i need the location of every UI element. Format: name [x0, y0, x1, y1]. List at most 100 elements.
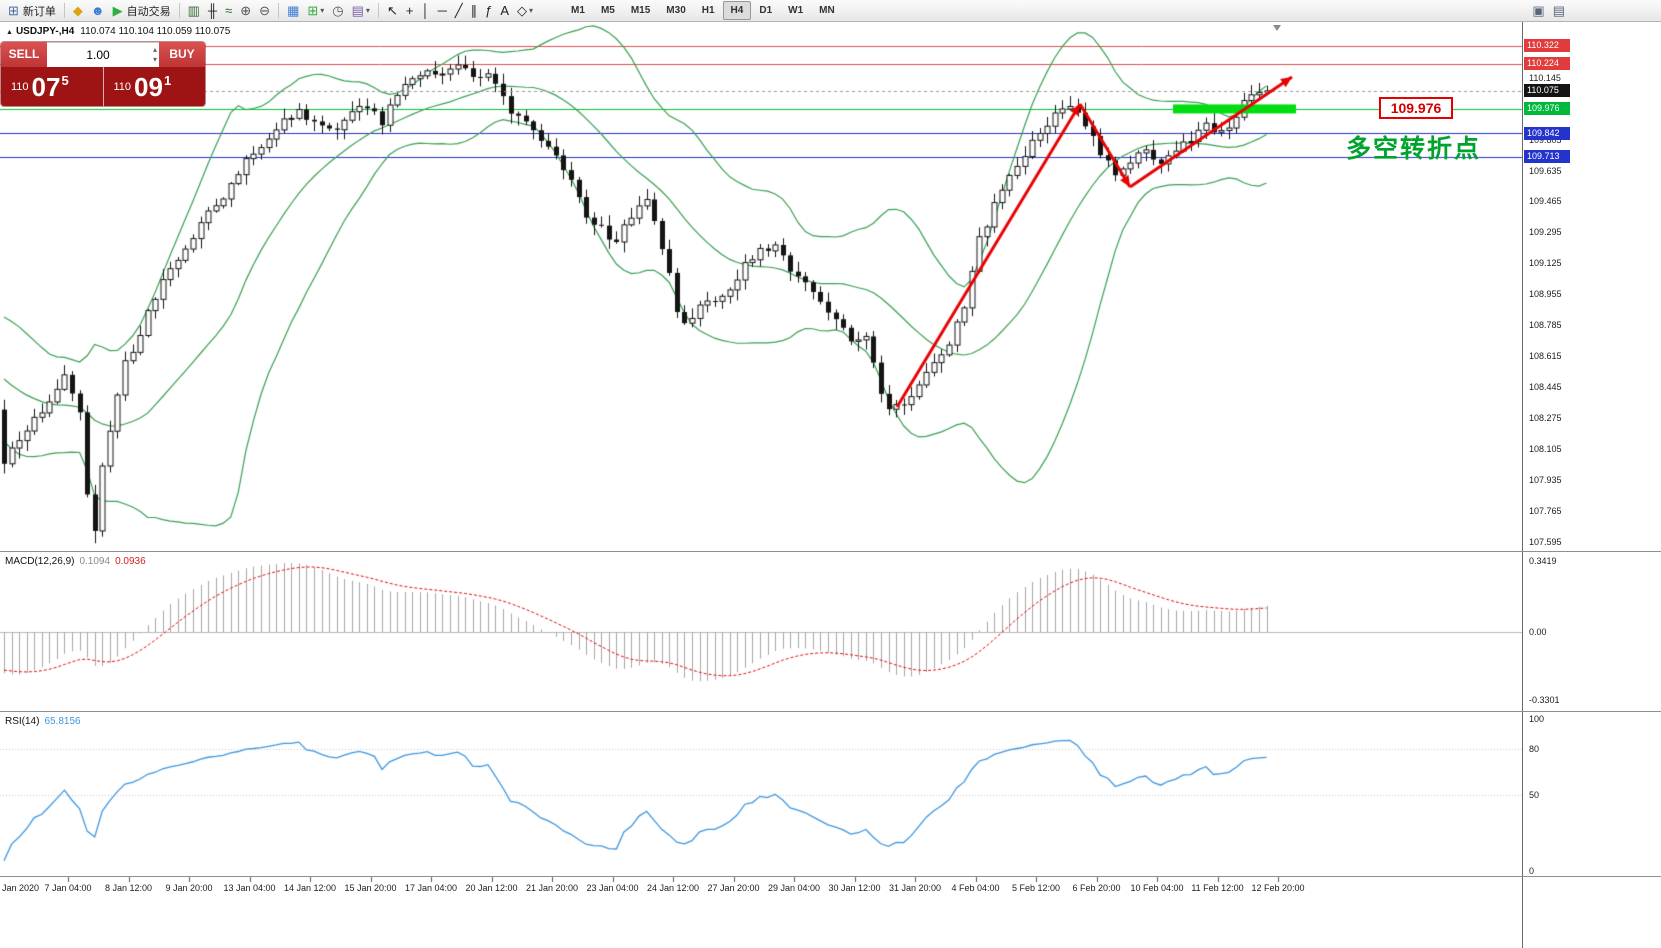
- time-axis-label: 29 Jan 04:00: [767, 883, 821, 893]
- zoom-in-button[interactable]: ⊕: [236, 1, 255, 21]
- shapes-tool-button[interactable]: ◇ ▾: [513, 1, 537, 21]
- template-icon: ▤: [351, 2, 364, 18]
- toolbar-right: ▣ ▤: [1528, 0, 1569, 22]
- new-chart-button[interactable]: ⊞ ▾: [303, 1, 328, 21]
- line-chart-icon: ≈: [225, 2, 233, 18]
- crosshair-tool-button[interactable]: +: [402, 1, 418, 21]
- crosshair-icon: +: [405, 2, 414, 18]
- toolbar-separator: [278, 3, 280, 18]
- chart-canvas[interactable]: [0, 22, 1522, 948]
- chart-shift-marker[interactable]: [1273, 25, 1281, 31]
- turning-point-annotation[interactable]: 多空转折点: [1346, 134, 1482, 163]
- time-axis-label: 8 Jan 12:00: [104, 883, 153, 893]
- buy-price-point: 1: [163, 73, 172, 88]
- docking-button[interactable]: ▤: [1549, 1, 1569, 21]
- contacts-button[interactable]: ☻: [87, 1, 109, 21]
- candle-chart-type-button[interactable]: ╫: [204, 1, 221, 21]
- templates-button[interactable]: ▤ ▾: [348, 1, 374, 21]
- timeframe-button-m1[interactable]: M1: [571, 5, 585, 16]
- volume-input[interactable]: [47, 47, 149, 63]
- timeframe-button-mn[interactable]: MN: [819, 5, 835, 16]
- timeframe-button-m5[interactable]: M5: [600, 5, 615, 16]
- macd-axis-label: 0.00: [1529, 627, 1547, 637]
- window-list-icon: ▣: [1532, 2, 1545, 18]
- pane-divider-rsi[interactable]: [0, 711, 1661, 712]
- timeframe-button-w1[interactable]: W1: [788, 5, 804, 16]
- time-axis-label: 13 Jan 04:00: [223, 883, 276, 893]
- horizontal-line-tool-button[interactable]: ─: [434, 1, 451, 21]
- autotrading-play-icon: ▶: [112, 2, 123, 18]
- one-click-trading-panel: SELL ▴ ▾ BUY 110 07 5 110 09 1: [1, 42, 205, 106]
- fibonacci-icon: ƒ: [485, 2, 493, 18]
- grid-icon: ▦: [287, 2, 300, 18]
- price-axis-label: 108.445: [1529, 382, 1562, 393]
- pane-divider-macd[interactable]: [0, 551, 1661, 552]
- price-axis[interactable]: 110.145109.805109.635109.465109.295109.1…: [1522, 22, 1661, 948]
- vertical-line-tool-button[interactable]: │: [417, 1, 433, 21]
- price-axis-label: 109.295: [1529, 227, 1562, 238]
- zoom-in-icon: ⊕: [240, 2, 252, 18]
- timeframe-button-h4[interactable]: H4: [722, 1, 752, 20]
- time-axis-label: 30 Jan 12:00: [828, 883, 881, 893]
- buy-price-pips: 09: [134, 71, 163, 102]
- zoom-out-button[interactable]: ⊖: [255, 1, 274, 21]
- price-axis-label: 108.275: [1529, 413, 1562, 424]
- tile-windows-button[interactable]: ▦: [283, 1, 303, 21]
- sell-price-button[interactable]: 110 07 5: [1, 67, 103, 106]
- time-axis-label: Jan 2020: [2, 883, 40, 893]
- time-axis-label: 11 Feb 12:00: [1191, 883, 1244, 893]
- period-clock-button[interactable]: ◷: [328, 1, 347, 21]
- cursor-arrow-icon: ↖: [386, 2, 398, 18]
- text-label-icon: A: [500, 2, 510, 18]
- rsi-axis-label: 50: [1529, 790, 1540, 800]
- timeframe-button-h1[interactable]: H1: [701, 5, 715, 16]
- timeframe-button-m15[interactable]: M15: [630, 5, 651, 16]
- time-axis-label: 21 Jan 20:00: [525, 883, 579, 893]
- time-axis-label: 12 Feb 20:00: [1251, 883, 1305, 893]
- text-tool-button[interactable]: A: [496, 1, 513, 21]
- autotrading-button[interactable]: ▶ 自动交易: [109, 1, 175, 21]
- contact-icon: ☻: [90, 2, 105, 18]
- price-axis-label: 108.615: [1529, 351, 1562, 362]
- alerts-button[interactable]: ◆: [69, 1, 87, 21]
- candlestick-icon: ╫: [207, 2, 218, 18]
- zoom-out-icon: ⊖: [259, 2, 271, 18]
- toolbar-buttons: ⊞ 新订单 ◆ ☻ ▶ 自动交易 ▥ ╫ ≈ ⊕ ⊖ ▦ ⊞ ▾ ◷ ▤ ▾ ↖ + │ ─ ╱ ∥ ƒ A ◇ ▾: [4, 0, 537, 22]
- macd-indicator-header: MACD(12,26,9) 0.1094 0.0936: [5, 556, 146, 567]
- price-tag: 110.075: [1524, 84, 1570, 98]
- alert-diamond-icon: ◆: [72, 2, 83, 18]
- time-axis-label: 14 Jan 12:00: [283, 883, 337, 893]
- time-axis[interactable]: Jan 2020 7 Jan 04:00 8 Jan 12:00 9 Jan 20:0…: [0, 877, 1522, 947]
- time-axis-label: 17 Jan 04:00: [404, 883, 458, 893]
- toolbar-separator: [63, 3, 65, 18]
- line-chart-type-button[interactable]: ≈: [221, 1, 236, 21]
- time-axis-label: 6 Feb 20:00: [1072, 883, 1121, 893]
- buy-price-button[interactable]: 110 09 1: [102, 67, 206, 106]
- volume-down-icon[interactable]: ▾: [152, 55, 157, 64]
- macd-axis-label: -0.3301: [1529, 695, 1560, 706]
- sell-price-figure: 110: [11, 80, 29, 93]
- trendline-tool-button[interactable]: ╱: [451, 1, 467, 21]
- timeframe-toolbar: M1 M5 M15 M30 H1 H4 D1 W1 MN: [563, 0, 843, 22]
- fibonacci-tool-button[interactable]: ƒ: [481, 1, 496, 21]
- trendline-icon: ╱: [454, 2, 463, 18]
- macd-axis-label: 0.3419: [1529, 556, 1557, 567]
- price-tag: 110.224: [1524, 57, 1570, 71]
- timeframe-button-d1[interactable]: D1: [759, 5, 773, 16]
- pane-divider-timeaxis[interactable]: [0, 876, 1661, 877]
- bar-chart-type-button[interactable]: ▥: [184, 1, 204, 21]
- price-annotation-label[interactable]: 109.976: [1379, 97, 1453, 119]
- new-order-button[interactable]: ⊞ 新订单: [4, 1, 60, 21]
- price-axis-label: 109.465: [1529, 196, 1562, 207]
- volume-up-icon[interactable]: ▴: [152, 45, 157, 54]
- chart-list-button[interactable]: ▣: [1528, 1, 1548, 21]
- time-axis-label: 20 Jan 12:00: [465, 883, 518, 893]
- timeframe-button-m30[interactable]: M30: [666, 5, 686, 16]
- cursor-tool-button[interactable]: ↖: [383, 1, 402, 21]
- buy-button[interactable]: BUY: [159, 42, 205, 67]
- channel-tool-button[interactable]: ∥: [467, 1, 482, 21]
- sell-button[interactable]: SELL: [1, 42, 47, 67]
- horizontal-line-icon: ─: [437, 2, 447, 18]
- time-axis-label: 4 Feb 04:00: [951, 883, 1000, 893]
